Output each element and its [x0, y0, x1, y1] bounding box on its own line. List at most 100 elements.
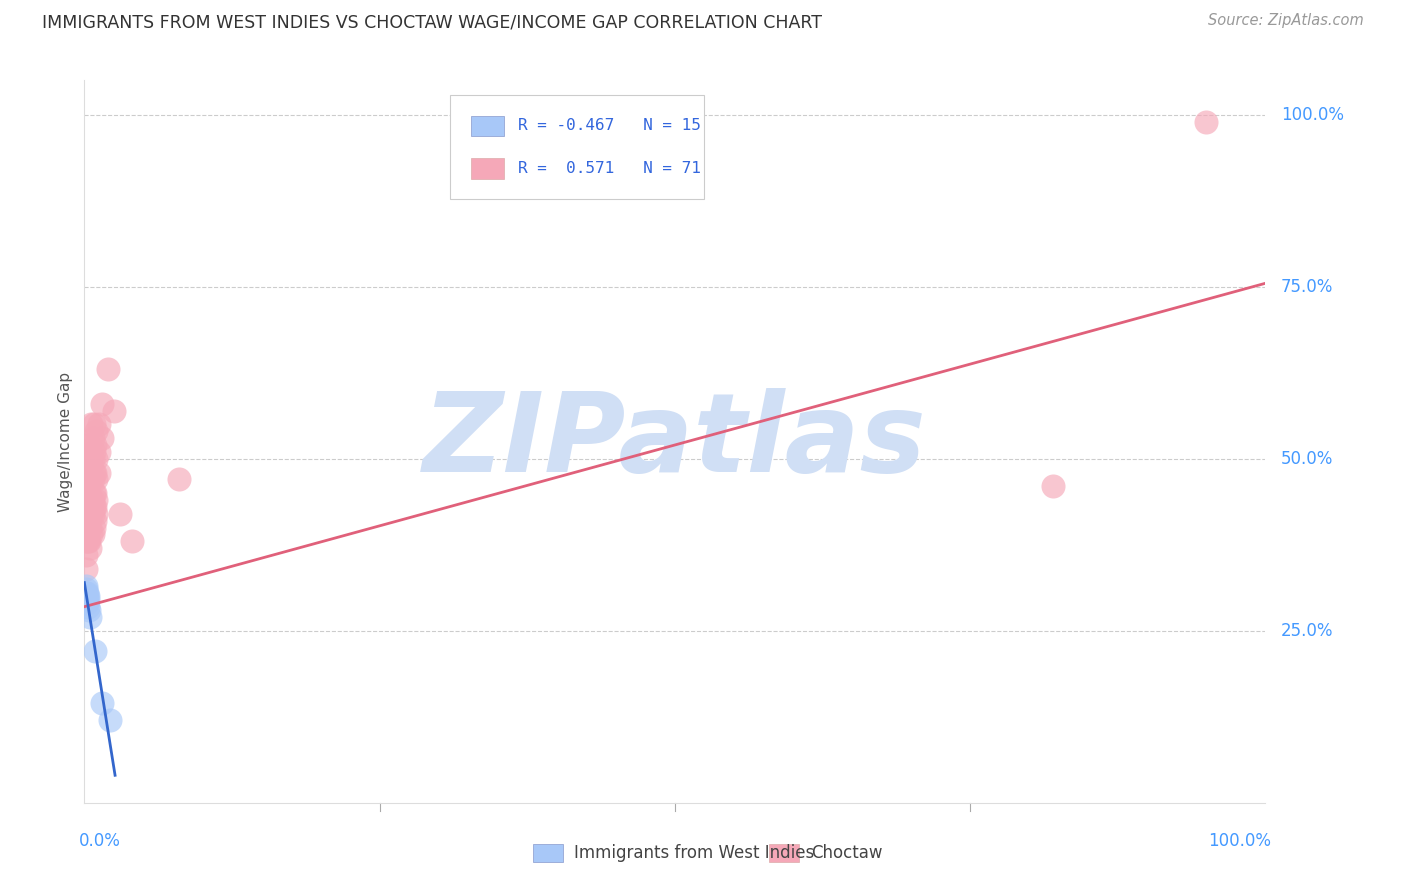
Point: [79, 520, 101, 534]
Point: [80, 472, 103, 486]
Point: [75, 548, 97, 562]
Point: [76, 493, 98, 508]
Point: [76, 507, 98, 521]
Point: [75, 534, 97, 549]
Point: [83, 417, 105, 432]
Text: 75.0%: 75.0%: [1281, 277, 1333, 296]
Point: [75, 562, 97, 576]
Point: [84, 486, 107, 500]
Text: Immigrants from West Indies: Immigrants from West Indies: [575, 845, 814, 863]
Point: [84, 451, 107, 466]
FancyBboxPatch shape: [450, 95, 704, 200]
Point: [87, 445, 110, 459]
Point: [77, 451, 100, 466]
Point: [80, 493, 103, 508]
Y-axis label: Wage/Income Gap: Wage/Income Gap: [58, 371, 73, 512]
Point: [84, 514, 107, 528]
Point: [82, 472, 104, 486]
Point: [75, 520, 97, 534]
Point: [84, 438, 107, 452]
FancyBboxPatch shape: [769, 845, 799, 863]
Point: [77, 514, 100, 528]
Text: 100.0%: 100.0%: [1208, 831, 1271, 850]
Point: [75, 493, 97, 508]
Point: [83, 486, 105, 500]
Point: [91, 696, 114, 710]
Point: [75, 507, 97, 521]
Point: [76, 590, 98, 604]
FancyBboxPatch shape: [471, 116, 503, 136]
FancyBboxPatch shape: [471, 159, 503, 178]
Point: [84, 507, 107, 521]
Text: ZIPatlas: ZIPatlas: [423, 388, 927, 495]
Point: [77, 438, 100, 452]
Point: [98, 713, 121, 727]
Point: [84, 493, 107, 508]
Point: [76, 534, 98, 549]
Point: [83, 500, 105, 514]
Point: [1042, 479, 1064, 493]
Point: [79, 451, 101, 466]
Point: [77, 599, 100, 614]
Point: [77, 493, 100, 508]
Point: [167, 472, 190, 486]
Point: [79, 472, 101, 486]
Point: [91, 431, 114, 445]
Point: [79, 493, 101, 508]
Point: [84, 424, 107, 438]
Text: 0.0%: 0.0%: [79, 831, 121, 850]
Point: [77, 500, 100, 514]
Point: [108, 507, 131, 521]
Point: [121, 534, 143, 549]
Point: [84, 500, 107, 514]
Point: [75, 466, 97, 480]
Point: [82, 527, 104, 541]
Point: [91, 397, 114, 411]
Point: [76, 466, 98, 480]
Point: [103, 403, 125, 417]
Point: [75, 582, 97, 597]
Point: [77, 486, 100, 500]
Point: [77, 592, 100, 607]
Point: [75, 592, 97, 607]
Point: [76, 586, 98, 600]
Point: [77, 466, 100, 480]
Point: [77, 590, 100, 604]
Point: [82, 451, 104, 466]
Text: R = -0.467   N = 15: R = -0.467 N = 15: [517, 118, 700, 133]
Point: [79, 507, 101, 521]
Point: [82, 507, 104, 521]
Text: Choctaw: Choctaw: [811, 845, 882, 863]
Text: 50.0%: 50.0%: [1281, 450, 1333, 467]
Point: [80, 417, 103, 432]
Point: [82, 431, 104, 445]
Point: [79, 610, 101, 624]
Text: Source: ZipAtlas.com: Source: ZipAtlas.com: [1208, 13, 1364, 29]
Point: [1195, 114, 1218, 128]
Point: [80, 507, 103, 521]
Point: [77, 603, 100, 617]
Point: [84, 644, 107, 658]
Point: [77, 479, 100, 493]
Text: 100.0%: 100.0%: [1281, 105, 1344, 124]
Point: [76, 479, 98, 493]
Text: R =  0.571   N = 71: R = 0.571 N = 71: [517, 161, 700, 176]
Point: [76, 596, 98, 610]
Point: [80, 451, 103, 466]
Text: 25.0%: 25.0%: [1281, 622, 1333, 640]
Point: [80, 527, 103, 541]
Point: [75, 579, 97, 593]
Point: [75, 586, 97, 600]
Point: [83, 445, 105, 459]
Point: [77, 520, 100, 534]
Point: [83, 466, 105, 480]
Point: [77, 507, 100, 521]
Point: [97, 362, 120, 376]
Point: [76, 438, 98, 452]
Point: [79, 541, 101, 556]
Text: IMMIGRANTS FROM WEST INDIES VS CHOCTAW WAGE/INCOME GAP CORRELATION CHART: IMMIGRANTS FROM WEST INDIES VS CHOCTAW W…: [42, 13, 823, 31]
Point: [84, 466, 107, 480]
FancyBboxPatch shape: [533, 845, 562, 863]
Point: [83, 520, 105, 534]
Point: [77, 534, 100, 549]
